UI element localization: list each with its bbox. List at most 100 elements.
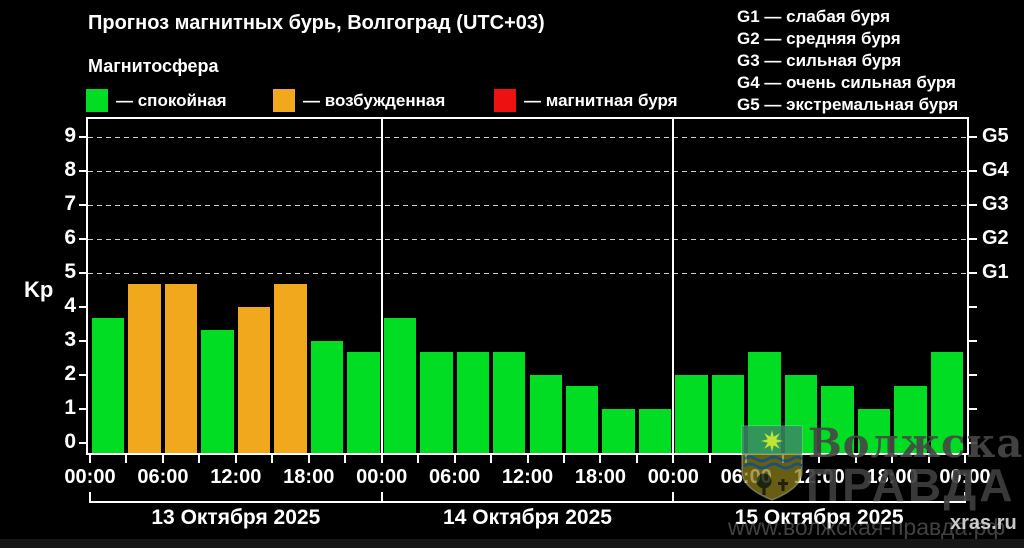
date-bracket-tick (964, 492, 966, 503)
y-axis-tick-right (969, 170, 977, 172)
time-label: 00:00 (64, 466, 116, 488)
date-bracket-tick (89, 492, 91, 503)
time-label: 00:00 (356, 466, 408, 488)
g1-legend-line: G1 — слабая буря (737, 7, 891, 26)
g3-legend-line: G3 — сильная буря (737, 51, 902, 70)
y-axis-tick-right (969, 272, 977, 274)
storm-color-swatch (494, 89, 516, 112)
time-label: 00:00 (647, 466, 699, 488)
gridline-kp-8 (88, 171, 967, 172)
y-axis-label: 7 (64, 192, 76, 215)
y-axis-tick-right (969, 408, 977, 410)
g-scale-legend: G1 — слабая буря G2 — средняя буря G3 — … (737, 6, 958, 116)
x-axis-tick (89, 455, 91, 463)
y-axis-tick-right (969, 204, 977, 206)
day-divider (380, 119, 383, 453)
y-axis-label: 3 (64, 328, 76, 351)
x-axis-tick (125, 455, 128, 463)
y-axis-label: 9 (64, 124, 76, 147)
watermark-site-url: www.волжская-правда.рф (728, 514, 1006, 540)
date-bracket (89, 501, 966, 503)
legend-label: — спокойная (116, 91, 227, 110)
kp-bar (274, 284, 307, 453)
x-axis-tick (161, 455, 164, 463)
y-axis-tick-right (969, 442, 977, 444)
kp-bar (347, 352, 380, 453)
y-axis-tick-right (969, 374, 977, 376)
kp-bar (529, 375, 562, 453)
x-axis-tick (891, 455, 894, 463)
kp-bar (383, 318, 417, 453)
date-bracket-tick (672, 492, 675, 503)
kp-bar (565, 386, 599, 453)
y-axis-label: 2 (64, 362, 76, 385)
kp-bar (894, 386, 927, 453)
time-label: 06:00 (137, 466, 189, 488)
g-axis-label-g2: G2 (982, 227, 1009, 249)
page-title: Прогноз магнитных бурь, Волгоград (UTC+0… (88, 12, 545, 34)
kp-bar (128, 284, 161, 453)
x-axis-tick (854, 455, 857, 463)
time-label: 00:00 (939, 466, 991, 488)
x-axis-tick (526, 455, 529, 463)
gridline-kp-5 (88, 273, 967, 274)
x-axis-tick (198, 455, 201, 463)
gridline-kp-6 (88, 239, 967, 240)
y-axis-label: 0 (64, 430, 76, 453)
legend-label: — возбужденная (303, 91, 446, 110)
kp-bar (602, 409, 635, 453)
x-axis-tick (635, 455, 638, 463)
y-axis-title: Kp (24, 277, 54, 302)
kp-bar (857, 409, 891, 453)
x-axis-tick (380, 455, 383, 463)
kp-bar (675, 375, 708, 453)
date-label: 13 Октября 2025 (151, 506, 321, 529)
time-label: 06:00 (720, 466, 772, 488)
time-label: 12:00 (501, 466, 554, 488)
time-label: 18:00 (283, 466, 335, 488)
x-axis-tick (234, 455, 237, 463)
y-axis-tick-right (969, 238, 977, 240)
kp-bar (92, 318, 125, 453)
date-label: 14 Октября 2025 (443, 506, 612, 529)
x-axis-tick (818, 455, 821, 463)
time-label: 12:00 (793, 466, 845, 488)
kp-bar (456, 352, 490, 453)
y-axis-label: 6 (64, 226, 76, 249)
g4-legend-line: G4 — очень сильная буря (737, 73, 956, 92)
chart-subtitle: Магнитосфера (88, 56, 219, 76)
gridline-kp-7 (88, 205, 967, 206)
x-axis-tick (562, 455, 565, 463)
bottom-edge-strip (0, 539, 1024, 548)
y-axis-tick-right (969, 136, 977, 138)
kp-bar (748, 352, 781, 453)
kp-bar (930, 352, 963, 453)
kp-bar (201, 329, 234, 453)
kp-bar (237, 307, 271, 453)
legend-item-storm: — магнитная буря (494, 89, 714, 113)
kp-bar (638, 409, 672, 453)
quiet-color-swatch (86, 89, 108, 112)
date-bracket-tick (380, 492, 383, 503)
legend-item-unsettled: — возбужденная (273, 89, 473, 113)
kp-bar (420, 352, 453, 453)
g5-legend-line: G5 — экстремальная буря (737, 95, 959, 114)
date-label: 15 Октября 2025 (734, 506, 904, 529)
x-axis-tick (781, 455, 784, 463)
time-label: 06:00 (429, 466, 481, 488)
unsettled-color-swatch (273, 89, 295, 112)
time-label: 18:00 (574, 466, 626, 488)
x-axis-tick (307, 455, 310, 463)
x-axis-tick (417, 455, 420, 463)
time-label: 18:00 (866, 466, 918, 488)
x-axis-tick (599, 455, 602, 463)
x-axis-tick (745, 455, 748, 463)
plot-area (86, 117, 969, 455)
y-axis-label: 8 (64, 158, 76, 181)
kp-bar (310, 341, 344, 453)
gridline-kp-9 (88, 137, 967, 138)
kp-bar (821, 386, 854, 453)
data-source-label: xras.ru (950, 512, 1017, 534)
g-axis-label-g1: G1 (982, 261, 1009, 283)
